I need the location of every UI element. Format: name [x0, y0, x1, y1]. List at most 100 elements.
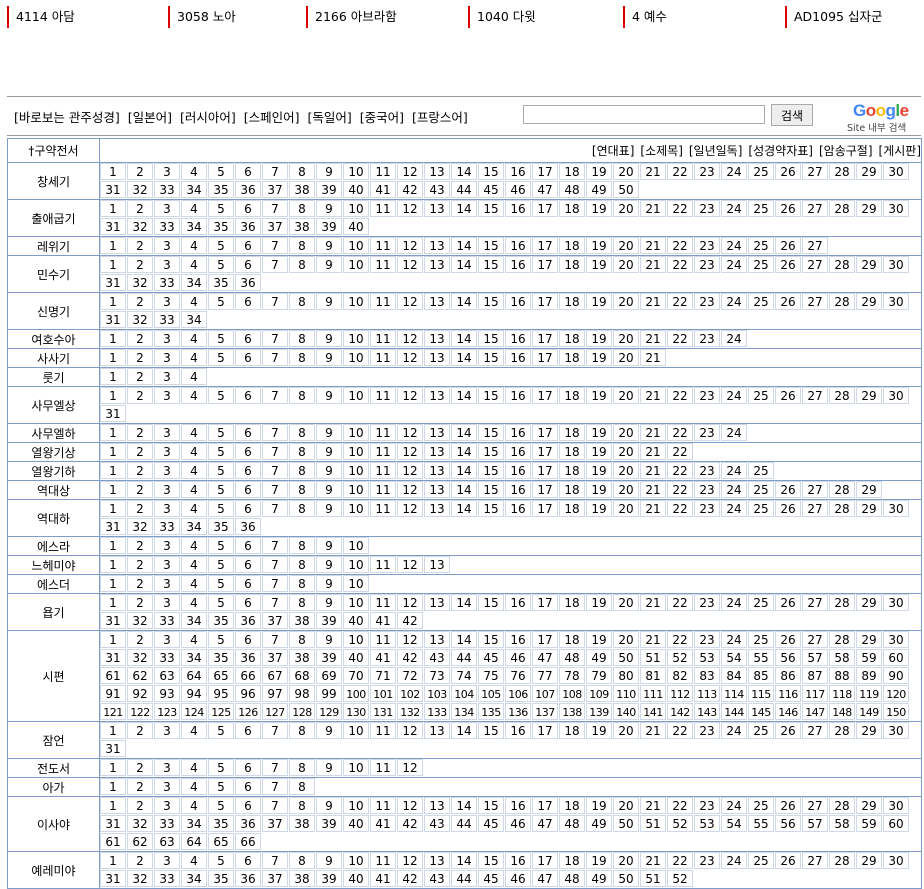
chapter-link[interactable]: 12: [397, 852, 423, 869]
chapter-link[interactable]: 3: [154, 163, 180, 180]
book-name[interactable]: 민수기: [7, 255, 100, 293]
chapter-link[interactable]: 72: [397, 667, 423, 684]
book-name[interactable]: 전도서: [7, 758, 100, 778]
chapter-link[interactable]: 55: [748, 815, 774, 832]
chapter-link[interactable]: 66: [235, 667, 261, 684]
chapter-link[interactable]: 108: [559, 685, 585, 702]
chapter-link[interactable]: 14: [451, 500, 477, 517]
chapter-link[interactable]: 35: [208, 815, 234, 832]
chapter-link[interactable]: 56: [775, 649, 801, 666]
chapter-link[interactable]: 17: [532, 237, 558, 254]
chapter-link[interactable]: 11: [370, 852, 396, 869]
chapter-link[interactable]: 38: [289, 181, 315, 198]
book-name[interactable]: 여호수아: [7, 329, 100, 349]
chapter-link[interactable]: 1: [100, 722, 126, 739]
chapter-link[interactable]: 16: [505, 500, 531, 517]
chapter-link[interactable]: 4: [181, 852, 207, 869]
chapter-link[interactable]: 34: [181, 649, 207, 666]
chapter-link[interactable]: 134: [451, 703, 477, 720]
chapter-link[interactable]: 32: [127, 274, 153, 291]
chapter-link[interactable]: 43: [424, 815, 450, 832]
era-egypt[interactable]: 애굽거주 430년 7%: [335, 29, 402, 94]
chapter-link[interactable]: 21: [640, 631, 666, 648]
chapter-link[interactable]: 136: [505, 703, 531, 720]
chapter-link[interactable]: 59: [856, 649, 882, 666]
chapter-link[interactable]: 3: [154, 387, 180, 404]
chapter-link[interactable]: 19: [586, 462, 612, 479]
chapter-link[interactable]: 10: [343, 387, 369, 404]
chapter-link[interactable]: 51: [640, 649, 666, 666]
chapter-link[interactable]: 1: [100, 481, 126, 498]
chapter-link[interactable]: 1: [100, 256, 126, 273]
chapter-link[interactable]: 3: [154, 200, 180, 217]
chapter-link[interactable]: 8: [289, 575, 315, 592]
chapter-link[interactable]: 3: [154, 330, 180, 347]
chapter-link[interactable]: 63: [154, 833, 180, 850]
book-name[interactable]: 에스라: [7, 536, 100, 556]
chapter-link[interactable]: 4: [181, 237, 207, 254]
chapter-link[interactable]: 21: [640, 387, 666, 404]
chapter-link[interactable]: 19: [586, 500, 612, 517]
chapter-link[interactable]: 15: [478, 200, 504, 217]
chapter-link[interactable]: 24: [721, 424, 747, 441]
chapter-link[interactable]: 109: [586, 685, 612, 702]
chapter-link[interactable]: 13: [424, 387, 450, 404]
chapter-link[interactable]: 1: [100, 293, 126, 310]
chapter-link[interactable]: 94: [181, 685, 207, 702]
chapter-link[interactable]: 25: [748, 631, 774, 648]
chapter-link[interactable]: 18: [559, 852, 585, 869]
chapter-link[interactable]: 41: [370, 612, 396, 629]
chapter-link[interactable]: 10: [343, 575, 369, 592]
chapter-link[interactable]: 80: [613, 667, 639, 684]
chapter-link[interactable]: 12: [397, 163, 423, 180]
chapter-link[interactable]: 16: [505, 200, 531, 217]
chapter-link[interactable]: 24: [721, 387, 747, 404]
chapter-link[interactable]: 5: [208, 797, 234, 814]
chapter-link[interactable]: 10: [343, 200, 369, 217]
chapter-link[interactable]: 5: [208, 852, 234, 869]
chapter-link[interactable]: 10: [343, 852, 369, 869]
chapter-link[interactable]: 31: [100, 815, 126, 832]
chapter-link[interactable]: 1: [100, 631, 126, 648]
chapter-link[interactable]: 17: [532, 631, 558, 648]
chapter-link[interactable]: 17: [532, 500, 558, 517]
chapter-link[interactable]: 7: [262, 481, 288, 498]
chapter-link[interactable]: 15: [478, 237, 504, 254]
chapter-link[interactable]: 12: [397, 256, 423, 273]
chapter-link[interactable]: 26: [775, 852, 801, 869]
chapter-link[interactable]: 49: [586, 815, 612, 832]
chapter-link[interactable]: 17: [532, 330, 558, 347]
lang-link-spanish[interactable]: [스페인어]: [243, 110, 300, 125]
chapter-link[interactable]: 9: [316, 443, 342, 460]
chapter-link[interactable]: 30: [883, 797, 909, 814]
chapter-link[interactable]: 20: [613, 330, 639, 347]
chapter-link[interactable]: 131: [370, 703, 396, 720]
chapter-link[interactable]: 7: [262, 537, 288, 554]
chapter-link[interactable]: 21: [640, 852, 666, 869]
chapter-link[interactable]: 29: [856, 163, 882, 180]
chapter-link[interactable]: 2: [127, 759, 153, 776]
chapter-link[interactable]: 142: [667, 703, 693, 720]
chapter-link[interactable]: 21: [640, 797, 666, 814]
chapter-link[interactable]: 9: [316, 797, 342, 814]
chapter-link[interactable]: 29: [856, 200, 882, 217]
chapter-link[interactable]: 59: [856, 815, 882, 832]
chapter-link[interactable]: 1: [100, 424, 126, 441]
book-name[interactable]: 이사야: [7, 796, 100, 852]
chapter-link[interactable]: 13: [424, 237, 450, 254]
chapter-link[interactable]: 25: [748, 594, 774, 611]
chapter-link[interactable]: 11: [370, 722, 396, 739]
search-button[interactable]: 검색: [771, 104, 813, 126]
lang-link-french[interactable]: [프랑스어]: [411, 110, 468, 125]
chapter-link[interactable]: 58: [829, 815, 855, 832]
chapter-link[interactable]: 16: [505, 237, 531, 254]
chapter-link[interactable]: 14: [451, 330, 477, 347]
era-intertestamental[interactable]: 중간기 441년 7%: [558, 29, 622, 94]
chapter-link[interactable]: 3: [154, 481, 180, 498]
chapter-link[interactable]: 11: [370, 556, 396, 573]
chapter-link[interactable]: 32: [127, 311, 153, 328]
chapter-link[interactable]: 19: [586, 330, 612, 347]
chapter-link[interactable]: 8: [289, 778, 315, 795]
chapter-link[interactable]: 36: [235, 649, 261, 666]
chapter-link[interactable]: 11: [370, 594, 396, 611]
